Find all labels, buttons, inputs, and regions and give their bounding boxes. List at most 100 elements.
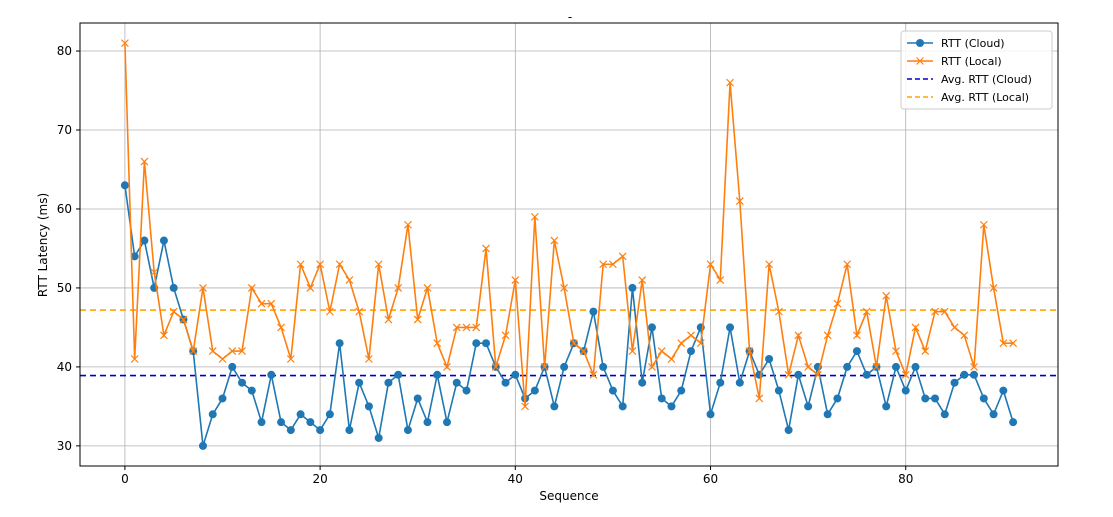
data-point — [150, 268, 159, 277]
legend-marker — [916, 39, 924, 47]
data-point — [179, 315, 188, 324]
data-point — [852, 347, 861, 356]
data-point — [921, 394, 930, 403]
data-point — [433, 339, 442, 348]
data-point — [198, 441, 207, 450]
data-point — [911, 323, 920, 332]
legend-marker — [916, 57, 924, 65]
data-point — [238, 347, 246, 356]
data-point — [853, 331, 861, 340]
data-point — [364, 355, 373, 363]
data-point — [472, 323, 481, 332]
data-point — [442, 418, 451, 427]
data-point — [960, 331, 969, 340]
data-point — [638, 276, 647, 284]
data-point — [960, 370, 969, 379]
data-point — [374, 433, 383, 442]
data-point — [433, 370, 442, 379]
data-point — [726, 78, 734, 87]
y-tick-label: 30 — [57, 439, 72, 453]
data-point — [286, 355, 295, 363]
data-point — [257, 299, 266, 308]
data-point — [589, 370, 598, 379]
data-point — [862, 370, 871, 379]
data-point — [774, 307, 783, 316]
x-tick-label: 20 — [312, 472, 327, 486]
data-point — [657, 347, 666, 356]
data-point — [394, 370, 403, 379]
data-point — [130, 355, 139, 363]
data-point — [267, 299, 276, 308]
data-point — [160, 331, 168, 340]
data-point — [345, 426, 354, 435]
data-point — [901, 386, 910, 395]
legend-label: RTT (Cloud) — [941, 37, 1005, 50]
data-point — [755, 394, 764, 403]
x-tick-label: 60 — [703, 472, 718, 486]
data-point — [589, 307, 598, 316]
data-point — [228, 347, 237, 356]
data-point — [169, 307, 178, 316]
x-axis-ticks: 0 20 40 60 80 — [121, 466, 913, 486]
data-point — [667, 402, 676, 411]
data-point — [765, 355, 774, 364]
data-point — [608, 386, 617, 395]
data-point — [735, 197, 744, 205]
data-point — [618, 402, 627, 411]
data-point — [579, 347, 588, 356]
data-point — [882, 291, 891, 300]
data-point — [267, 370, 276, 379]
data-point — [189, 347, 198, 356]
data-point — [501, 331, 510, 340]
data-point — [774, 386, 783, 395]
data-point — [247, 284, 256, 292]
data-point — [277, 323, 285, 332]
data-point — [892, 347, 900, 356]
series-line — [124, 43, 1014, 407]
average-lines — [80, 309, 1058, 377]
data-point — [296, 260, 305, 269]
data-point — [423, 418, 432, 427]
data-point — [316, 260, 325, 269]
chart-title: - — [568, 10, 572, 24]
data-point — [755, 370, 764, 379]
data-point — [628, 347, 637, 356]
data-point — [257, 418, 266, 427]
data-point — [530, 386, 539, 395]
data-point — [843, 260, 852, 269]
data-point — [530, 212, 539, 221]
data-point — [784, 426, 793, 435]
x-tick-label: 0 — [121, 472, 129, 486]
data-point — [218, 355, 227, 363]
data-point — [569, 339, 578, 348]
data-point — [638, 378, 647, 387]
data-point — [443, 362, 451, 371]
data-point — [394, 284, 403, 292]
data-point — [765, 260, 774, 269]
data-point — [950, 378, 959, 387]
data-point — [677, 386, 686, 395]
data-point — [628, 283, 637, 292]
data-point — [550, 236, 559, 245]
data-point — [950, 323, 959, 332]
data-point — [238, 378, 247, 387]
legend-label: Avg. RTT (Local) — [941, 91, 1029, 104]
series-line — [124, 185, 1014, 447]
data-point — [404, 220, 412, 229]
data-point — [745, 347, 754, 356]
plot-frame — [79, 22, 1059, 467]
data-point — [286, 426, 295, 435]
data-point — [1009, 418, 1018, 427]
data-point — [491, 362, 500, 371]
data-point — [872, 362, 881, 371]
data-point — [384, 315, 393, 324]
x-axis-label: Sequence — [539, 489, 598, 503]
data-point — [452, 378, 461, 387]
data-point — [120, 39, 129, 48]
series-group — [120, 39, 1018, 411]
data-point — [335, 260, 344, 269]
data-point — [199, 284, 207, 292]
data-point — [833, 299, 842, 308]
data-point — [784, 370, 793, 379]
